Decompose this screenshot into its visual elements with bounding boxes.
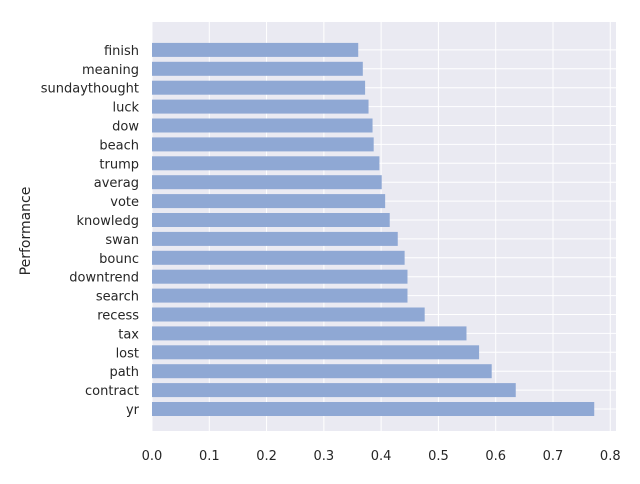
- bar-path: [152, 364, 492, 379]
- y-tick-label: lost: [116, 346, 139, 361]
- x-tick-label: 0.0: [142, 449, 163, 464]
- bar-contract: [152, 383, 516, 398]
- bar-tax: [152, 326, 467, 341]
- y-axis-label: Performance: [18, 187, 34, 276]
- bar-bounc: [152, 250, 405, 265]
- y-tick-label: bounc: [99, 252, 139, 267]
- y-tick-label: path: [109, 365, 139, 380]
- y-tick-labels: yr contract path lost tax recess search downtre…: [41, 44, 140, 418]
- y-tick-label: knowledg: [77, 214, 139, 229]
- y-tick-label: luck: [112, 101, 139, 116]
- bars: [152, 42, 595, 416]
- bar-finish: [152, 42, 359, 57]
- y-tick-label: vote: [110, 195, 139, 210]
- bar-meaning: [152, 61, 363, 76]
- x-tick-label: 0.4: [371, 449, 392, 464]
- y-tick-label: tax: [118, 327, 139, 342]
- x-tick-label: 0.8: [600, 449, 621, 464]
- y-tick-label: meaning: [82, 63, 139, 78]
- bar-knowledg: [152, 213, 390, 227]
- bar-dow: [152, 118, 373, 133]
- x-tick-label: 0.1: [199, 449, 220, 464]
- bar-lost: [152, 345, 480, 360]
- x-tick-label: 0.7: [543, 449, 564, 464]
- y-tick-label: downtrend: [69, 271, 139, 286]
- x-tick-label: 0.3: [314, 449, 335, 464]
- y-tick-label: finish: [104, 44, 139, 59]
- x-tick-label: 0.6: [485, 449, 506, 464]
- y-tick-label: dow: [112, 120, 139, 135]
- y-tick-label: contract: [85, 384, 139, 399]
- bar-averag: [152, 175, 382, 190]
- bar-swan: [152, 231, 398, 246]
- y-tick-label: recess: [97, 309, 139, 324]
- y-tick-label: trump: [99, 157, 139, 172]
- bar-luck: [152, 99, 369, 114]
- bar-downtrend: [152, 269, 408, 284]
- bar-beach: [152, 137, 374, 152]
- x-tick-labels: 0.0 0.1 0.2 0.3 0.4 0.5 0.6 0.7 0.8: [142, 449, 621, 464]
- bar-sundaythought: [152, 80, 366, 95]
- bar-vote: [152, 194, 386, 209]
- bar-search: [152, 288, 408, 303]
- y-tick-label: sundaythought: [41, 82, 139, 97]
- bar-yr: [152, 402, 595, 416]
- x-tick-label: 0.5: [428, 449, 449, 464]
- y-tick-label: search: [96, 290, 139, 305]
- y-tick-label: averag: [94, 176, 139, 191]
- y-tick-label: beach: [99, 138, 139, 153]
- y-tick-label: yr: [126, 403, 140, 418]
- x-tick-label: 0.2: [256, 449, 277, 464]
- bar-recess: [152, 307, 425, 322]
- bar-trump: [152, 156, 380, 171]
- y-tick-label: swan: [105, 233, 139, 248]
